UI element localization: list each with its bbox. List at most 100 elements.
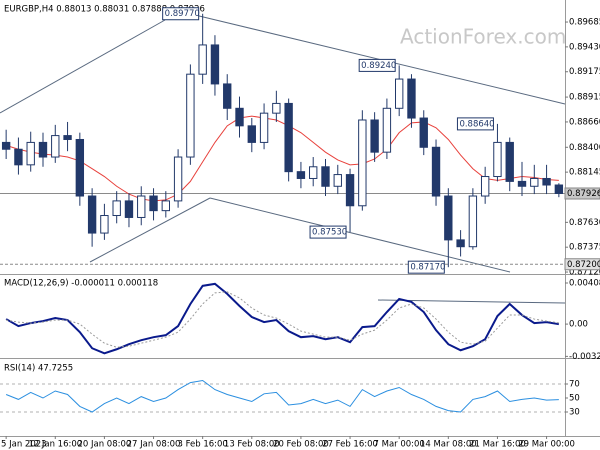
candle-body xyxy=(284,102,293,173)
candle-body xyxy=(456,239,465,248)
candle-body xyxy=(542,177,551,186)
y-tick-label: 30 xyxy=(569,408,580,418)
annotation-label: 0.88640 xyxy=(459,119,494,129)
y-tick-label: 70 xyxy=(569,380,580,390)
series-line xyxy=(5,115,559,202)
annotation-box xyxy=(162,7,200,21)
candle-body xyxy=(210,44,220,85)
candle-body xyxy=(468,195,478,248)
annotation-label: 0.87170 xyxy=(410,263,445,273)
candle-body xyxy=(493,141,502,178)
candle-body xyxy=(14,148,23,166)
candle-body xyxy=(431,146,441,197)
y-tick-label: 0.004083 xyxy=(569,279,600,289)
candle-body xyxy=(309,166,318,179)
candle-body xyxy=(554,184,564,194)
annotation-box xyxy=(456,117,494,131)
candle-body xyxy=(272,102,281,114)
candle-body xyxy=(51,135,60,158)
candle-body xyxy=(149,195,158,212)
x-tick-label: 7 Mar 00:00 xyxy=(374,440,425,450)
x-tick-label: 3 Feb 16:00 xyxy=(177,440,227,450)
candle-body xyxy=(63,135,72,140)
y-tick-label: 0.88145 xyxy=(569,168,600,178)
price-label: 0.87200 xyxy=(567,260,600,270)
candle-body xyxy=(333,174,342,187)
chart-title: EURGBP,H4 0.88013 0.88031 0.87888 0.8792… xyxy=(4,5,205,15)
candle-body xyxy=(235,107,244,127)
candle-body xyxy=(1,141,11,150)
x-tick-label: 20 Feb 08:00 xyxy=(273,440,329,450)
price-label-box xyxy=(564,187,600,200)
candle-body xyxy=(480,176,490,197)
y-tick-label: 0.89685 xyxy=(569,18,600,28)
candle-body xyxy=(517,180,527,187)
watermark: ActionForex.com xyxy=(400,25,566,49)
y-tick-label: 0.88915 xyxy=(569,93,600,103)
series-line xyxy=(5,379,559,413)
annotation-label: 0.89240 xyxy=(361,61,396,71)
x-tick-label: 13 Feb 08:00 xyxy=(224,440,280,450)
candle-body xyxy=(345,174,355,207)
annotation-box xyxy=(309,225,347,239)
candle-body xyxy=(161,200,170,212)
price-label: 0.87926 xyxy=(567,189,600,199)
x-tick-label: 21 Mar 16:00 xyxy=(469,440,526,450)
candle-body xyxy=(407,78,416,119)
y-tick-label: 0.89175 xyxy=(569,67,600,77)
x-tick-label: 29 Mar 00:00 xyxy=(518,440,575,450)
candle-body xyxy=(530,177,539,187)
trend-line xyxy=(0,19,166,114)
x-tick-label: 12 Jan 16:00 xyxy=(28,440,82,450)
candle-body xyxy=(419,117,428,148)
x-tick-label: 27 Jan 08:00 xyxy=(127,440,181,450)
candle-body xyxy=(26,141,35,166)
candle-body xyxy=(173,156,183,202)
series-line xyxy=(5,282,560,355)
candle-body xyxy=(137,195,146,218)
annotation-label: 0.87530 xyxy=(312,228,347,238)
trend-line xyxy=(89,197,211,263)
price-label-box xyxy=(564,258,600,271)
candle-body xyxy=(321,166,330,187)
candle-body xyxy=(100,215,109,234)
candle-body xyxy=(247,125,256,143)
candle-body xyxy=(358,119,367,207)
candle-body xyxy=(382,107,392,153)
candle-body xyxy=(370,119,379,153)
candle-body xyxy=(223,83,232,109)
annotation-label: 0.89770 xyxy=(165,9,200,19)
y-tick-label: 0.87375 xyxy=(569,243,600,253)
annotation-box xyxy=(407,260,445,274)
y-tick-label: 0.00 xyxy=(569,320,588,330)
candle-body xyxy=(198,44,207,75)
y-tick-label: 50 xyxy=(569,394,580,404)
candle-body xyxy=(444,195,453,241)
x-tick-label: 27 Feb 16:00 xyxy=(322,440,378,450)
candle-body xyxy=(38,141,48,158)
panel-title: MACD(12,26,9) -0.000011 0.000118 xyxy=(4,279,158,289)
series-line xyxy=(6,291,559,348)
x-tick-label: 20 Jan 08:00 xyxy=(77,440,131,450)
candle-body xyxy=(296,171,306,179)
x-tick-label: 5 Jan 2023 xyxy=(1,440,47,450)
candle-body xyxy=(87,195,97,234)
candle-body xyxy=(505,141,514,182)
candle-body xyxy=(395,78,404,109)
annotation-box xyxy=(358,58,396,72)
candle-body xyxy=(112,200,121,217)
candle-body xyxy=(124,200,134,218)
candle-body xyxy=(186,73,195,158)
y-tick-label: -0.003209 xyxy=(569,352,600,362)
candle-body xyxy=(259,112,269,143)
panel-title: RSI(14) 47.7255 xyxy=(4,364,73,374)
x-tick-label: 14 Mar 08:00 xyxy=(420,440,477,450)
candle-body xyxy=(75,138,85,197)
